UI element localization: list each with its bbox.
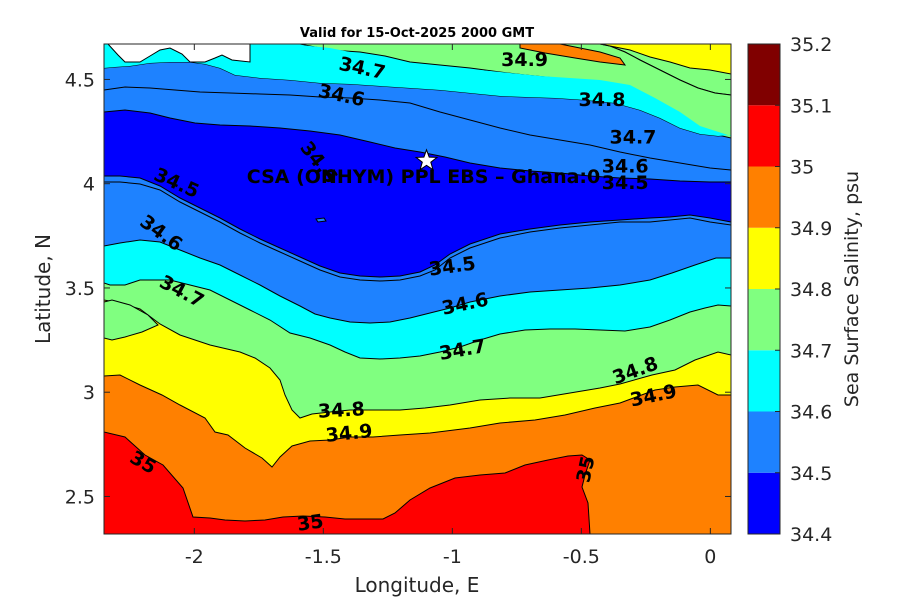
- colorbar-swatch: [748, 411, 780, 473]
- salinity-band-34.6-34.7-fill: [104, 44, 731, 136]
- colorbar-swatch: [748, 289, 780, 351]
- x-tick-label: -0.5: [563, 546, 600, 568]
- salinity-band-34.7-34.8-inner: [104, 299, 159, 341]
- y-axis-label: Latitude, N: [31, 234, 55, 344]
- y-tick-label: 2.5: [65, 486, 95, 508]
- colorbar-tick-label: 35.1: [790, 95, 832, 117]
- colorbar-tick-label: 34.4: [790, 524, 832, 546]
- colorbar-tick-label: 34.8: [790, 279, 832, 301]
- chart-title: Valid for 15-Oct-2025 2000 GMT: [300, 26, 534, 41]
- colorbar-swatch: [748, 105, 780, 167]
- colorbar-swatch: [748, 350, 780, 412]
- y-tick-label: 3: [83, 382, 95, 404]
- land-mask-edge: [104, 44, 251, 63]
- colorbar: 35.2 35.1 35 34.9 34.8 34.7 34.6 34.5 34.4: [747, 34, 832, 546]
- colorbar-swatch: [748, 44, 780, 106]
- colorbar-tick-label: 34.6: [790, 402, 832, 424]
- y-tick-label: 3.5: [65, 278, 95, 300]
- x-tick-label: -2: [185, 546, 204, 568]
- x-axis: -2 -1.5 -1 -0.5 0: [185, 44, 716, 568]
- site-label: CSA (ONHYM) PPL EBS – Ghana:0: [247, 166, 600, 188]
- x-tick-label: -1: [443, 546, 462, 568]
- x-tick-label: 0: [704, 546, 716, 568]
- y-tick-label: 4: [83, 174, 95, 196]
- colorbar-swatch: [748, 166, 780, 228]
- plot-frame: [103, 43, 732, 535]
- contour-label: 34.8: [579, 89, 626, 111]
- colorbar-tick-label: 34.5: [790, 463, 832, 485]
- contour-label: 34.5: [602, 172, 649, 194]
- salinity-band-35.0-35.1: [104, 431, 591, 534]
- y-tick-label: 4.5: [65, 69, 95, 91]
- x-tick-label: -1.5: [305, 546, 342, 568]
- contour-label: 34.6: [602, 156, 649, 178]
- contour-label: 34.8: [317, 398, 365, 422]
- contour-label: 35: [573, 454, 600, 484]
- colorbar-tick-label: 35: [790, 157, 814, 179]
- x-axis-label: Longitude, E: [355, 573, 480, 597]
- colorbar-label: Sea Surface Salinity, psu: [841, 171, 863, 407]
- colorbar-tick-label: 35.2: [790, 34, 832, 56]
- y-axis: 2.5 3 3.5 4 4.5: [65, 69, 731, 508]
- salinity-band-34.9-35.0-north: [519, 44, 627, 66]
- contour-label: 34.9: [325, 420, 374, 447]
- colorbar-tick-label: 34.9: [790, 218, 832, 240]
- salinity-small-island: [315, 217, 327, 223]
- contour-label: 34.7: [610, 126, 657, 148]
- colorbar-tick-label: 34.7: [790, 340, 832, 362]
- colorbar-swatch: [748, 472, 780, 534]
- salinity-band-34.8-34.9-north: [455, 44, 731, 75]
- salinity-band-34.4-34.5: [104, 109, 731, 278]
- plot-area: 34.734.634.934.834.734.634.534.634.534.6…: [104, 44, 731, 535]
- contour-label: 34.9: [501, 49, 548, 71]
- site-star-icon: [414, 148, 439, 171]
- contour-label: 35: [296, 510, 325, 535]
- colorbar-swatch: [748, 227, 780, 289]
